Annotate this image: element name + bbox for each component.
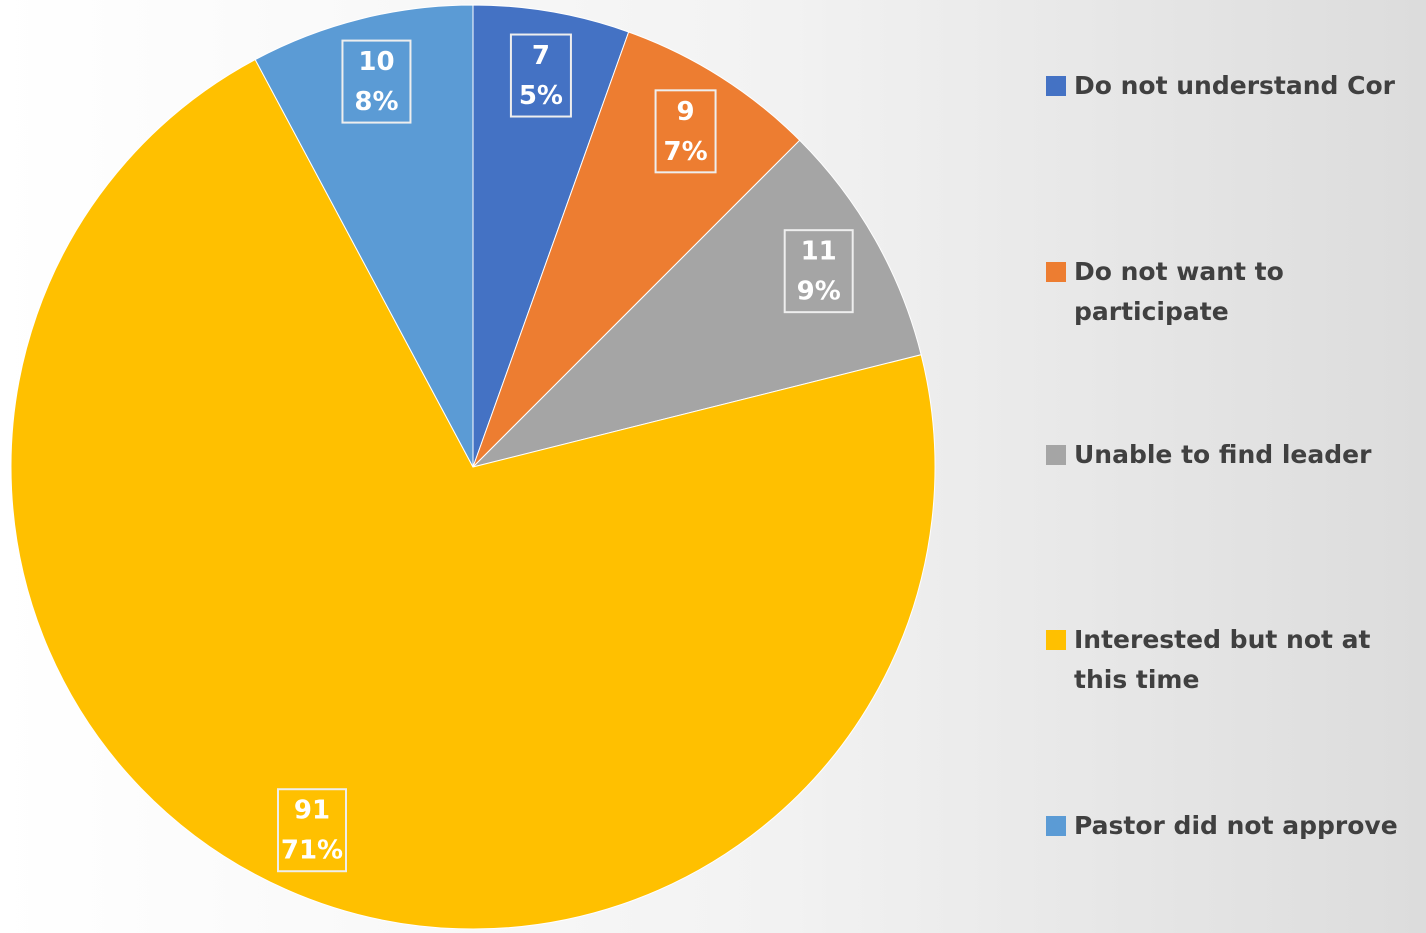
data-label-value: 91 xyxy=(294,796,330,826)
legend-label: Interested but not at this time xyxy=(1074,625,1371,694)
data-label-value: 7 xyxy=(532,41,550,71)
data-label-box xyxy=(654,89,717,174)
legend-label: Pastor did not approve xyxy=(1074,811,1398,840)
pie-slice xyxy=(472,31,801,468)
data-label-box xyxy=(341,39,412,124)
data-label-box xyxy=(783,229,854,314)
pie-slice xyxy=(10,58,936,930)
data-label-percent: 7% xyxy=(663,137,707,167)
legend-swatch xyxy=(1046,630,1066,650)
data-label-percent: 9% xyxy=(797,277,841,307)
pie-slice xyxy=(254,4,474,468)
pie-slice xyxy=(472,4,630,468)
data-label-percent: 5% xyxy=(519,81,563,111)
data-label-percent: 8% xyxy=(354,87,398,117)
legend-item: Interested but not at this time xyxy=(1046,620,1421,700)
data-label-box xyxy=(509,33,572,118)
legend-swatch xyxy=(1046,262,1066,282)
data-label-box xyxy=(276,788,347,873)
legend-swatch xyxy=(1046,816,1066,836)
data-label-value: 11 xyxy=(801,237,837,267)
legend-swatch xyxy=(1046,445,1066,465)
data-label-percent: 71% xyxy=(281,836,343,866)
legend-item: Pastor did not approve xyxy=(1046,806,1421,846)
legend-item: Do not understand Cor xyxy=(1046,66,1421,106)
legend-item: Do not want to participate xyxy=(1046,252,1421,332)
legend-label: Do not want to participate xyxy=(1074,257,1284,326)
legend-label: Unable to find leader xyxy=(1074,440,1372,469)
data-label-value: 10 xyxy=(358,47,394,77)
legend-item: Unable to find leader xyxy=(1046,435,1421,475)
legend-label: Do not understand Cor xyxy=(1074,71,1395,100)
data-label-value: 9 xyxy=(677,97,695,127)
legend-swatch xyxy=(1046,76,1066,96)
pie-slice xyxy=(471,139,922,468)
